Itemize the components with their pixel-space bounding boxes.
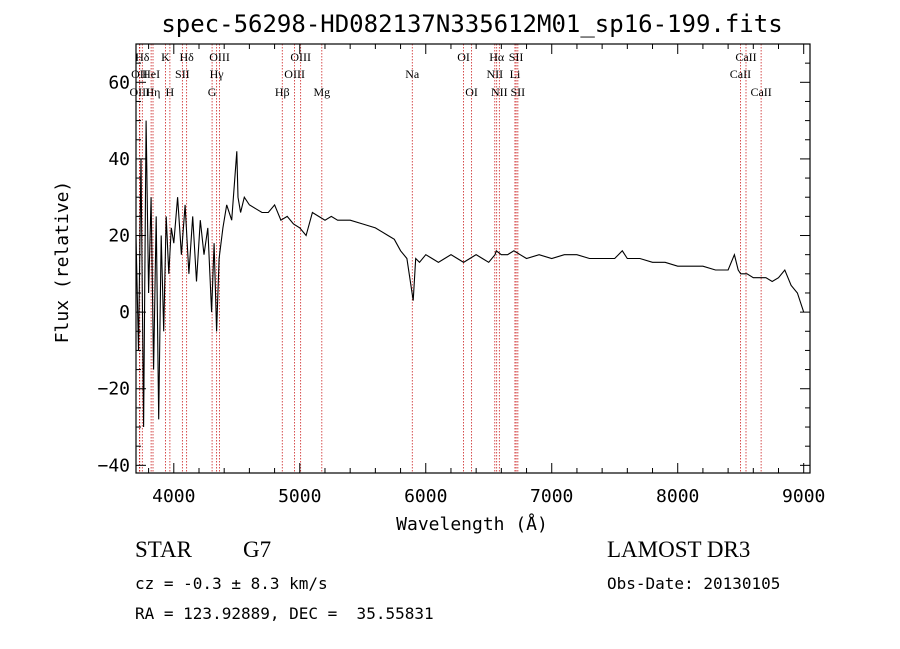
line-label-5: K bbox=[161, 50, 170, 64]
line-label-22: SII bbox=[509, 50, 524, 64]
line-label-6: SII bbox=[175, 67, 190, 81]
line-label-27: CaII bbox=[750, 85, 771, 99]
y-axis-ticks: −40 −20 0 20 40 60 bbox=[97, 43, 810, 476]
y-tick-label-0: −40 bbox=[97, 455, 130, 476]
line-label-15: Mg bbox=[313, 85, 330, 99]
y-tick-label-3: 20 bbox=[108, 226, 130, 247]
y-tick-label-1: −20 bbox=[97, 379, 130, 400]
line-label-16: Na bbox=[405, 67, 420, 81]
line-label-21: NII bbox=[491, 85, 508, 99]
line-label-9: OIII bbox=[209, 50, 230, 64]
redshift-text: cz = -0.3 ± 8.3 km/s bbox=[135, 574, 328, 593]
line-label-3: HeI bbox=[142, 67, 160, 81]
line-label-26: CaII bbox=[730, 67, 751, 81]
line-label-17: OI bbox=[457, 50, 470, 64]
class-label: STAR bbox=[135, 537, 192, 562]
line-label-14: OIII bbox=[284, 67, 305, 81]
x-tick-label-0: 4000 bbox=[152, 486, 195, 507]
y-tick-label-2: 0 bbox=[119, 302, 130, 323]
plot-frame bbox=[135, 43, 811, 474]
line-label-12: Hβ bbox=[275, 85, 290, 99]
line-label-7: H bbox=[166, 85, 175, 99]
line-label-8: Hδ bbox=[179, 50, 194, 64]
x-tick-label-1: 5000 bbox=[278, 486, 321, 507]
obs-date: Obs-Date: 20130105 bbox=[607, 574, 781, 593]
x-tick-label-2: 6000 bbox=[404, 486, 447, 507]
x-tick-label-4: 8000 bbox=[656, 486, 699, 507]
y-tick-label-5: 60 bbox=[108, 72, 130, 93]
line-label-1: OII bbox=[131, 67, 148, 81]
line-label-19: Hα bbox=[489, 50, 505, 64]
survey-label: LAMOST DR3 bbox=[607, 537, 751, 562]
line-label-2: OIII bbox=[129, 85, 150, 99]
line-label-20: NII bbox=[486, 67, 503, 81]
line-label-18: OI bbox=[465, 85, 478, 99]
line-label-10: Hγ bbox=[210, 67, 225, 81]
x-axis-ticks: 4000 5000 6000 7000 8000 9000 bbox=[148, 44, 825, 507]
flux-series-line bbox=[135, 120, 805, 428]
x-tick-label-3: 7000 bbox=[530, 486, 573, 507]
line-label-24: SII bbox=[511, 85, 526, 99]
y-tick-label-4: 40 bbox=[108, 149, 130, 170]
line-label-0: Hδ bbox=[135, 50, 150, 64]
line-label-23: Li bbox=[510, 67, 521, 81]
subclass-label: G7 bbox=[243, 537, 272, 562]
x-axis-label: Wavelength (Å) bbox=[396, 513, 548, 535]
line-label-11: G bbox=[208, 85, 217, 99]
line-label-4: Hη bbox=[146, 85, 161, 99]
coords-text: RA = 123.92889, DEC = 35.55831 bbox=[135, 604, 434, 623]
line-markers bbox=[139, 44, 762, 473]
line-label-25: CaII bbox=[735, 50, 756, 64]
line-label-13: OIII bbox=[290, 50, 311, 64]
y-axis-label: Flux (relative) bbox=[52, 181, 73, 344]
chart-title: spec-56298-HD082137N335612M01_sp16-199.f… bbox=[161, 10, 782, 38]
x-tick-label-5: 9000 bbox=[782, 486, 825, 507]
